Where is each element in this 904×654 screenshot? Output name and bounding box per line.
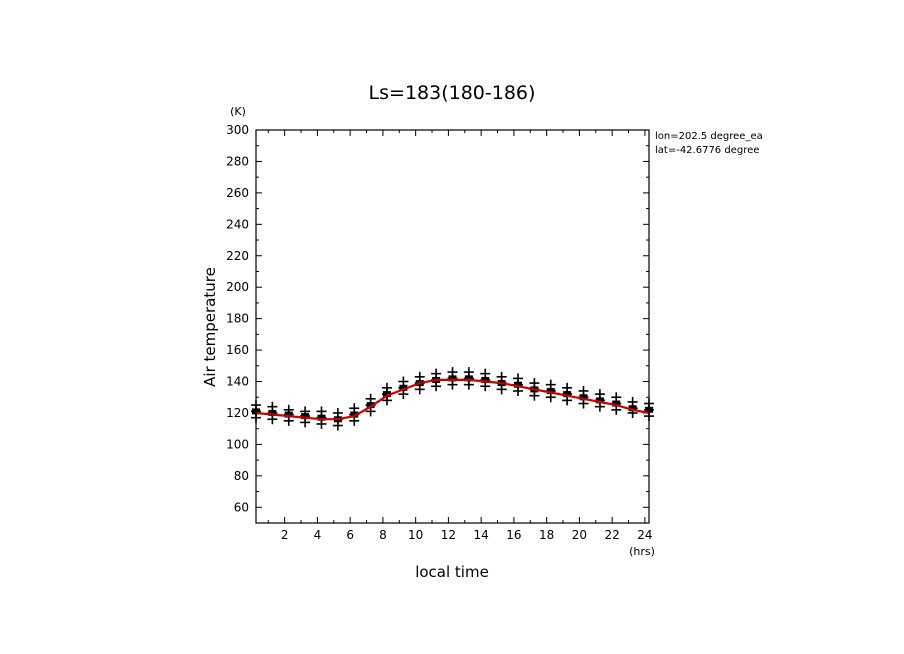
- x-tick-label: 14: [474, 528, 489, 542]
- sample-mean-marker: [612, 400, 621, 407]
- x-tick-label: 2: [281, 528, 289, 542]
- y-tick-label: 80: [234, 469, 249, 483]
- fit-line: [255, 378, 650, 421]
- x-tick-label: 22: [605, 528, 620, 542]
- sample-mean-marker: [464, 375, 473, 382]
- sample-mean-marker: [563, 391, 572, 398]
- y-axis-label: Air temperature: [201, 267, 219, 387]
- sample-mean-marker: [579, 394, 588, 401]
- chart-title: Ls=183(180-186): [369, 82, 536, 104]
- plot-frame: [255, 129, 650, 524]
- y-tick-label: 60: [234, 500, 249, 514]
- x-tick-label: 24: [637, 528, 652, 542]
- x-tick-label: 16: [506, 528, 521, 542]
- x-tick-label: 8: [379, 528, 387, 542]
- y-tick-label: 200: [226, 280, 249, 294]
- sample-mean-marker: [350, 411, 359, 418]
- y-tick-label: 220: [226, 249, 249, 263]
- sample-mean-marker: [514, 381, 522, 388]
- y-tick-label: 160: [226, 343, 249, 357]
- x-tick-label: 10: [408, 528, 423, 542]
- sample-mean-marker: [366, 402, 375, 409]
- sample-mean-marker: [399, 384, 408, 391]
- sample-mean-marker: [448, 375, 457, 382]
- y-tick-label: 100: [226, 437, 249, 451]
- y-tick-label: 280: [226, 154, 249, 168]
- annotation-lon: lon=202.5 degree_ea: [655, 131, 763, 142]
- sample-mean-marker: [595, 397, 604, 404]
- y-tick-label: 120: [226, 406, 249, 420]
- y-tick-label: 240: [226, 217, 249, 231]
- x-tick-label: 4: [314, 528, 322, 542]
- x-tick-label: 12: [441, 528, 456, 542]
- sample-mean-marker: [546, 387, 555, 394]
- sample-mean-marker: [317, 414, 326, 421]
- x-axis-unit: (hrs): [629, 545, 655, 558]
- y-axis-unit: (K): [230, 105, 246, 118]
- sample-mean-marker: [268, 409, 277, 416]
- annotation-lat: lat=-42.6776 degree: [655, 145, 759, 156]
- x-tick-label: 20: [572, 528, 587, 542]
- x-axis-label: local time: [415, 563, 489, 581]
- y-tick-label: 180: [226, 312, 249, 326]
- y-tick-label: 140: [226, 375, 249, 389]
- sample-mean-marker: [628, 405, 637, 412]
- x-tick-label: 18: [539, 528, 554, 542]
- sample-mean-marker: [481, 376, 490, 383]
- y-tick-label: 260: [226, 186, 249, 200]
- y-tick-label: 300: [226, 123, 249, 137]
- x-tick-label: 6: [346, 528, 354, 542]
- sample-mean-marker: [383, 391, 391, 398]
